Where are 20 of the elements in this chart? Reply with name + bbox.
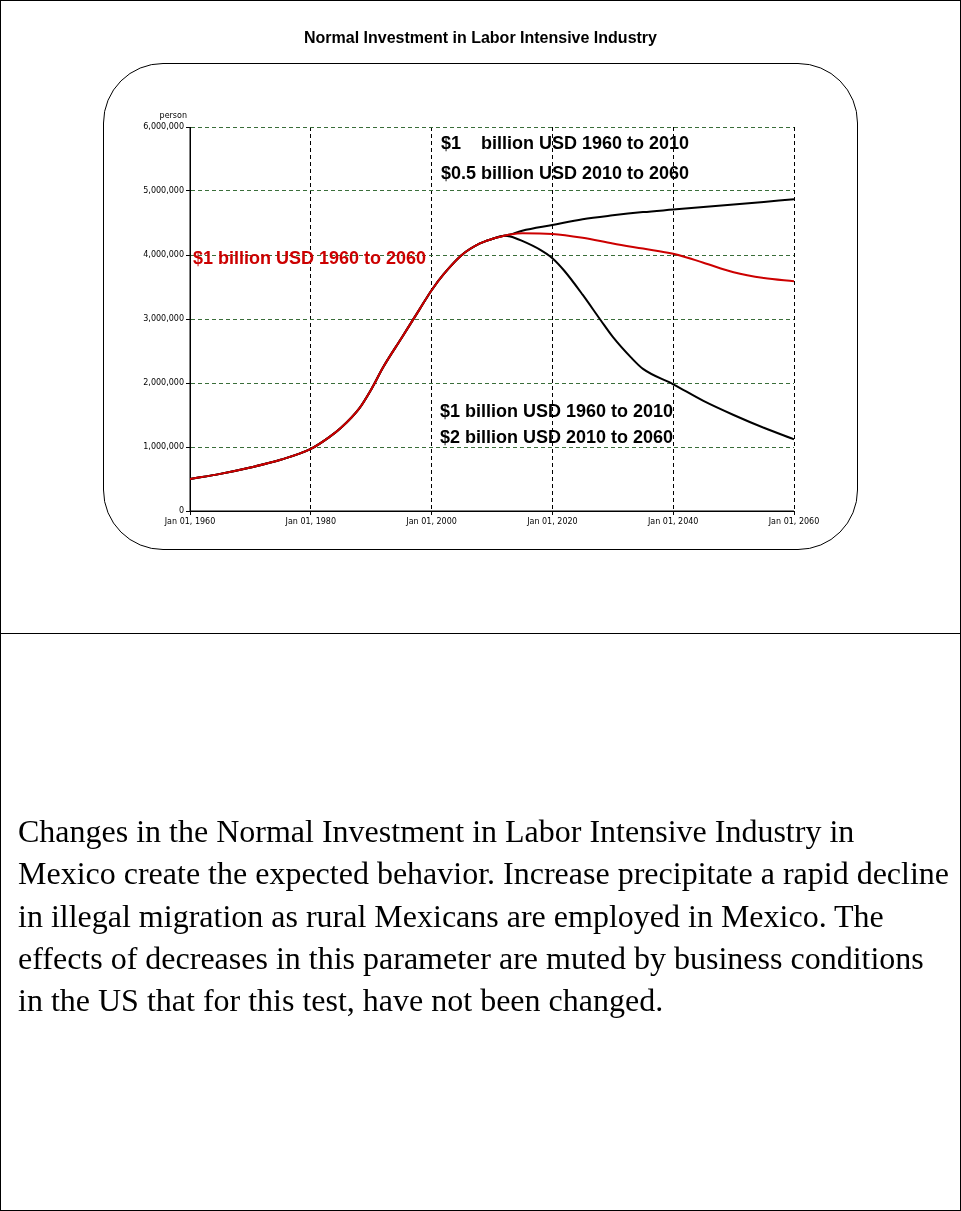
- chart-title: Normal Investment in Labor Intensive Industry: [303, 29, 658, 47]
- y-tick-label: 0: [178, 506, 184, 516]
- y-axis-title: person: [159, 111, 187, 121]
- x-tick-label: Jan 01, 2000: [405, 516, 457, 526]
- x-tick-label: Jan 01, 1960: [163, 516, 216, 526]
- y-tick-label: 6,000,000: [143, 122, 184, 132]
- x-tick-label: Jan 01, 2020: [526, 516, 578, 526]
- y-tick-label: 1,000,000: [143, 442, 184, 452]
- y-tick-label: 2,000,000: [143, 378, 184, 388]
- y-tick-label: 3,000,000: [143, 314, 184, 324]
- text: Changes in the Normal Investment in Labor Intensive Industry in Mexico create the expected behavior. Increase precipitate a rapid decline in illegal migration as rural Mexicans are employed in Mexico. The effects of decreases in this parameter are muted by business conditions in the US that for this test, have not been changed.: [18, 812, 950, 1021]
- annotation: $1 billion USD 1960 to 2010: [440, 400, 674, 422]
- y-tick-label: 4,000,000: [143, 250, 184, 260]
- annotation: $1 billion USD 1960 to 2010: [441, 132, 690, 154]
- x-tick-label: Jan 01, 2060: [767, 516, 820, 526]
- annotation: $2 billion USD 2010 to 2060: [440, 426, 674, 448]
- x-tick-label: Jan 01, 1980: [284, 516, 337, 526]
- x-tick-label: Jan 01, 2040: [646, 516, 699, 526]
- y-tick-label: 5,000,000: [143, 186, 184, 196]
- annotation: $0.5 billion USD 2010 to 2060: [441, 162, 690, 184]
